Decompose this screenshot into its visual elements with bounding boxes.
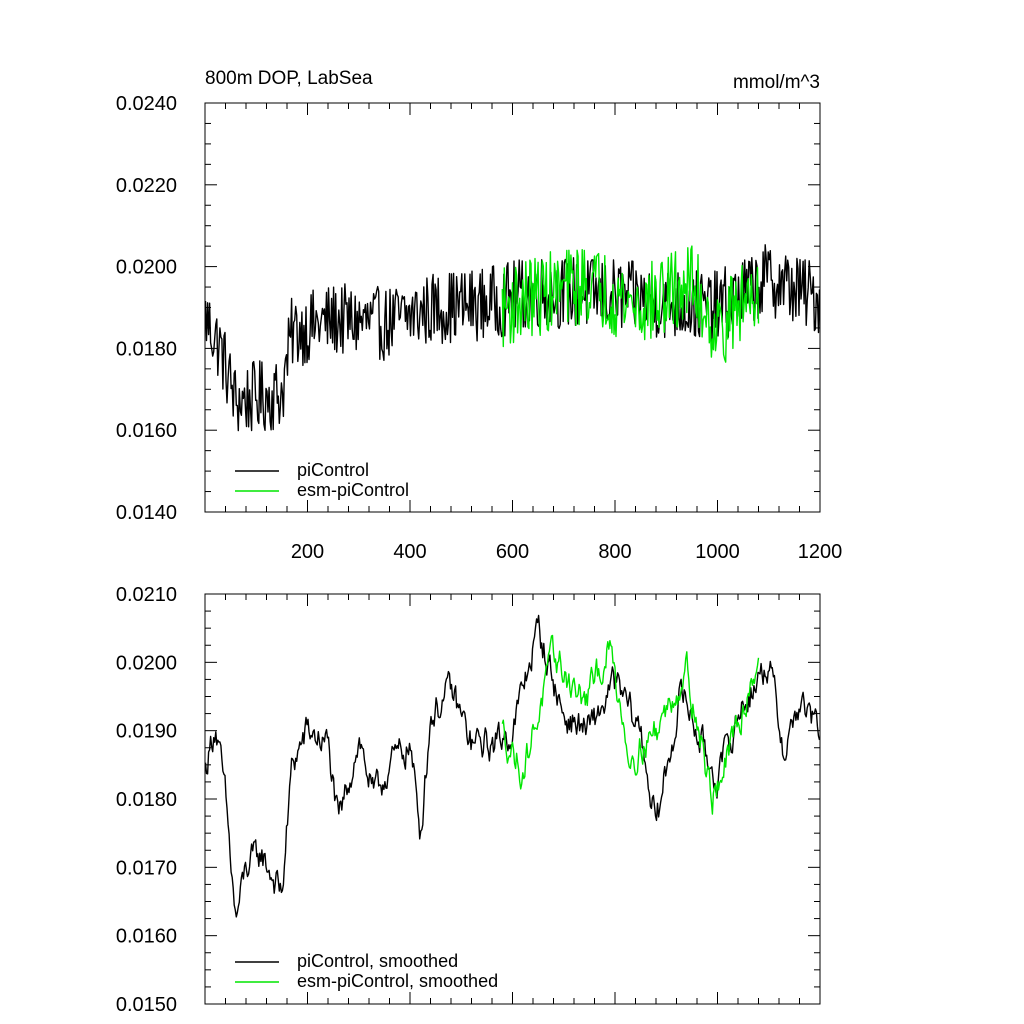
top-x-tick-label: 800	[598, 541, 631, 563]
bottom-y-tick-label: 0.0190	[116, 721, 177, 743]
bottom-plot-frame	[204, 593, 821, 1005]
bottom-panel: 0.0150 0.0160 0.0170 0.0180 0.0190 0.0200 0.02…	[116, 584, 821, 1016]
top-y-tick-label: 0.0240	[116, 93, 177, 115]
top-x-tick-label: 200	[291, 541, 324, 563]
legend-label-esm-picontrol-smoothed: esm-piControl, smoothed	[297, 971, 498, 991]
bottom-legend: piControl, smoothed esm-piControl, smoot…	[235, 951, 498, 991]
bottom-y-tick-label: 0.0150	[116, 994, 177, 1016]
top-units-label: mmol/m^3	[733, 72, 820, 93]
top-x-tick-label: 1200	[798, 541, 843, 563]
top-axis-ticks: 0.0140 0.0160 0.0180 0.0200 0.0220 0.0240 200 4…	[116, 93, 842, 563]
bottom-y-tick-label: 0.0160	[116, 926, 177, 948]
legend-label-esm-picontrol: esm-piControl	[297, 480, 409, 500]
top-y-tick-label: 0.0140	[116, 502, 177, 524]
top-legend: piControl esm-piControl	[235, 460, 409, 500]
top-x-tick-label: 400	[393, 541, 426, 563]
top-y-tick-label: 0.0200	[116, 257, 177, 279]
bottom-series-group	[204, 614, 821, 918]
top-y-tick-label: 0.0220	[116, 175, 177, 197]
top-series-esm-picontrol	[501, 245, 760, 363]
legend-label-picontrol-smoothed: piControl, smoothed	[297, 951, 458, 971]
bottom-axis-ticks: 0.0150 0.0160 0.0170 0.0180 0.0190 0.0200 0.02…	[116, 584, 821, 1016]
top-chart-title: 800m DOP, LabSea	[205, 68, 373, 89]
top-y-tick-label: 0.0180	[116, 338, 177, 360]
bottom-series-esm-picontrol-smoothed	[501, 634, 760, 815]
top-y-tick-label: 0.0160	[116, 420, 177, 442]
top-x-tick-label: 1000	[695, 541, 740, 563]
bottom-y-tick-label: 0.0200	[116, 652, 177, 674]
legend-label-picontrol: piControl	[297, 460, 369, 480]
bottom-series-picontrol-smoothed	[204, 614, 821, 918]
bottom-y-tick-label: 0.0170	[116, 857, 177, 879]
top-x-tick-label: 600	[496, 541, 529, 563]
bottom-y-tick-label: 0.0210	[116, 584, 177, 606]
bottom-y-tick-label: 0.0180	[116, 789, 177, 811]
top-panel: 800m DOP, LabSea mmol/m^3 0.01400.01600.…	[116, 68, 842, 563]
top-series-group	[204, 244, 821, 432]
